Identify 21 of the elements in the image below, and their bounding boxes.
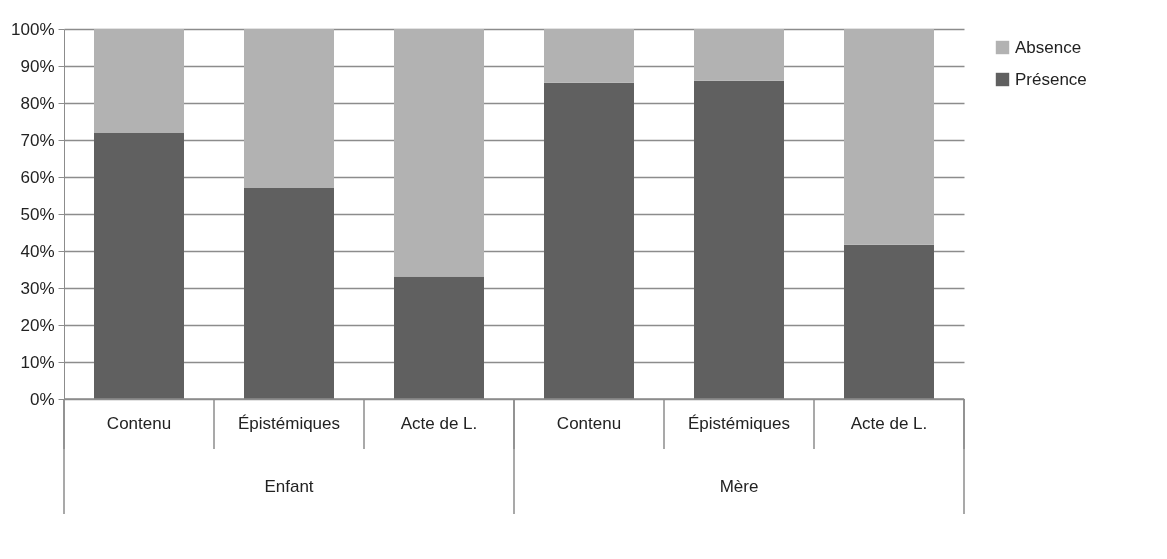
y-tick-label: 100% bbox=[11, 19, 55, 39]
y-tick-label: 40% bbox=[20, 241, 55, 261]
x-tick-label: Contenu bbox=[556, 414, 622, 433]
y-tick-label: 60% bbox=[20, 167, 55, 187]
y-tick-label: 10% bbox=[20, 352, 55, 372]
y-tick-label: 20% bbox=[20, 315, 55, 335]
legend-label: Présence bbox=[1015, 69, 1087, 89]
text: Enfant bbox=[264, 477, 314, 496]
x-tick-label: Épistémiques bbox=[687, 414, 791, 433]
legend-label: Absence bbox=[1015, 37, 1082, 57]
y-tick-label: 0% bbox=[29, 389, 55, 409]
x-tick-label: Acte de L. bbox=[400, 414, 478, 433]
y-tick-label: 50% bbox=[20, 204, 55, 224]
x-tick-label: Contenu bbox=[106, 414, 172, 433]
text: Mère bbox=[719, 477, 759, 496]
x-tick-label: Épistémiques bbox=[237, 414, 341, 433]
y-tick-label: 30% bbox=[20, 278, 55, 298]
x-tick-label: Acte de L. bbox=[850, 414, 928, 433]
y-tick-label: 80% bbox=[20, 93, 55, 113]
y-tick-label: 70% bbox=[20, 130, 55, 150]
y-tick-label: 90% bbox=[20, 56, 55, 76]
